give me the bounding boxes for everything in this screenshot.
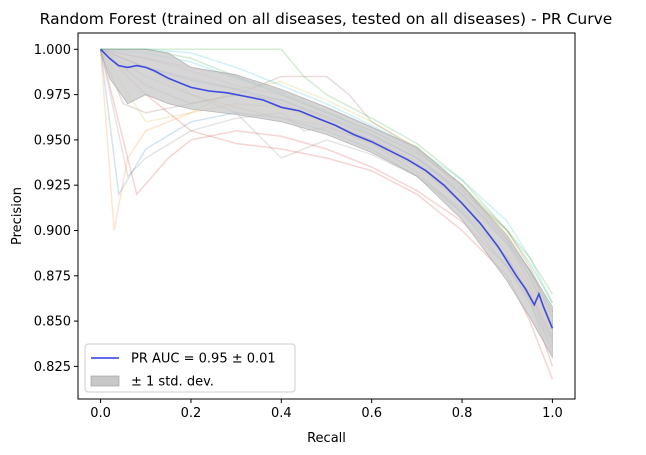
y-tick-label: 0.975 — [34, 88, 71, 103]
x-tick-label: 0.6 — [361, 406, 382, 421]
x-tick-label: 0.4 — [271, 406, 292, 421]
mean-curve-layer — [100, 48, 554, 329]
fold-curve-10 — [100, 48, 554, 304]
y-axis-title: Precision — [10, 187, 25, 245]
x-tick-label: 1.0 — [542, 406, 563, 421]
plot-area — [77, 32, 576, 400]
mean-pr-curve — [100, 48, 554, 329]
y-tick-label: 0.825 — [34, 360, 71, 375]
legend-box — [84, 343, 296, 393]
legend: PR AUC = 0.95 ± 0.01 ± 1 std. dev. — [84, 343, 296, 393]
chart-title: Random Forest (trained on all diseases, … — [40, 10, 613, 28]
x-tick-label: 0.2 — [181, 406, 202, 421]
y-tick-label: 1.000 — [34, 43, 71, 58]
fold-curve-9 — [99, 48, 554, 318]
y-tick-label: 0.925 — [34, 179, 71, 194]
legend-band-swatch — [90, 375, 120, 387]
x-tick-label: 0.8 — [452, 406, 473, 421]
x-axis-title: Recall — [307, 431, 346, 446]
legend-mean-label: PR AUC = 0.95 ± 0.01 — [131, 352, 276, 367]
y-tick-label: 0.950 — [34, 133, 71, 148]
x-tick-label: 0.0 — [90, 406, 111, 421]
legend-band-label: ± 1 std. dev. — [131, 375, 214, 390]
plot-frame — [77, 32, 576, 400]
fold-curve-3 — [100, 48, 554, 304]
x-axis-ticks: 0.0 0.2 0.4 0.6 0.8 1.0 — [90, 399, 563, 421]
y-tick-label: 0.875 — [34, 269, 71, 284]
y-axis-ticks: 0.825 0.850 0.875 0.900 0.925 0.950 0.975 1.000 — [34, 43, 78, 375]
y-tick-label: 0.900 — [34, 224, 71, 239]
y-tick-label: 0.850 — [34, 315, 71, 330]
